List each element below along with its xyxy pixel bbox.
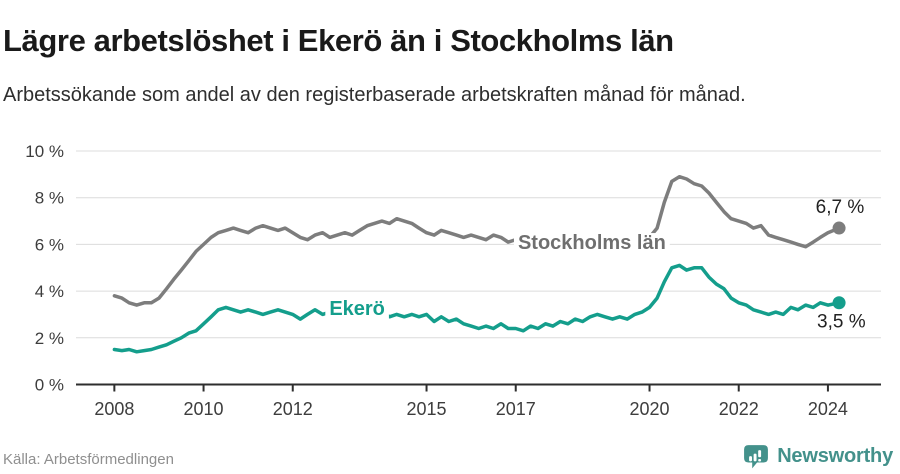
series-line-eker — [112, 263, 841, 354]
x-tick-label: 2015 — [407, 399, 447, 419]
x-tick-label: 2010 — [184, 399, 224, 419]
x-tick-label: 2024 — [808, 399, 848, 419]
newsworthy-logo-text: Newsworthy — [777, 445, 893, 467]
source-note: Källa: Arbetsförmedlingen — [3, 451, 174, 468]
y-tick-label: 0 % — [35, 376, 64, 395]
page-title: Lägre arbetslöshet i Ekerö än i Stockhol… — [3, 22, 674, 58]
end-value-label: 3,5 % — [817, 311, 866, 332]
end-dot-stockholms-l-n — [832, 221, 846, 235]
newsworthy-logo[interactable]: Newsworthy — [743, 444, 893, 469]
y-tick-label: 10 % — [25, 142, 64, 161]
y-tick-label: 6 % — [35, 235, 64, 254]
end-value-label: 6,7 % — [816, 197, 865, 218]
y-tick-label: 4 % — [35, 282, 64, 301]
x-tick-label: 2022 — [719, 399, 759, 419]
chart-subtitle: Arbetssökande som andel av den registerb… — [3, 84, 746, 106]
y-tick-label: 8 % — [35, 189, 64, 208]
series-label-eker: Ekerö — [329, 298, 385, 320]
x-tick-label: 2020 — [630, 399, 670, 419]
x-tick-label: 2008 — [94, 399, 134, 419]
series-label-mask — [325, 298, 389, 319]
y-tick-label: 2 % — [35, 329, 64, 348]
series-label-mask — [513, 233, 670, 254]
newsworthy-logo-icon — [744, 445, 769, 469]
x-tick-label: 2017 — [496, 399, 536, 419]
series-line-stockholms-l-n — [112, 174, 841, 307]
series-label-stockholms-l-n: Stockholms län — [518, 232, 666, 254]
end-dot-eker — [832, 296, 846, 310]
x-tick-label: 2012 — [273, 399, 313, 419]
